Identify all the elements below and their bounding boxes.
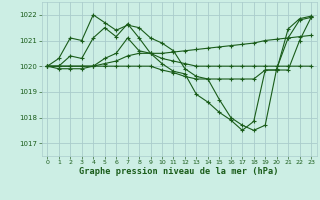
X-axis label: Graphe pression niveau de la mer (hPa): Graphe pression niveau de la mer (hPa) xyxy=(79,167,279,176)
